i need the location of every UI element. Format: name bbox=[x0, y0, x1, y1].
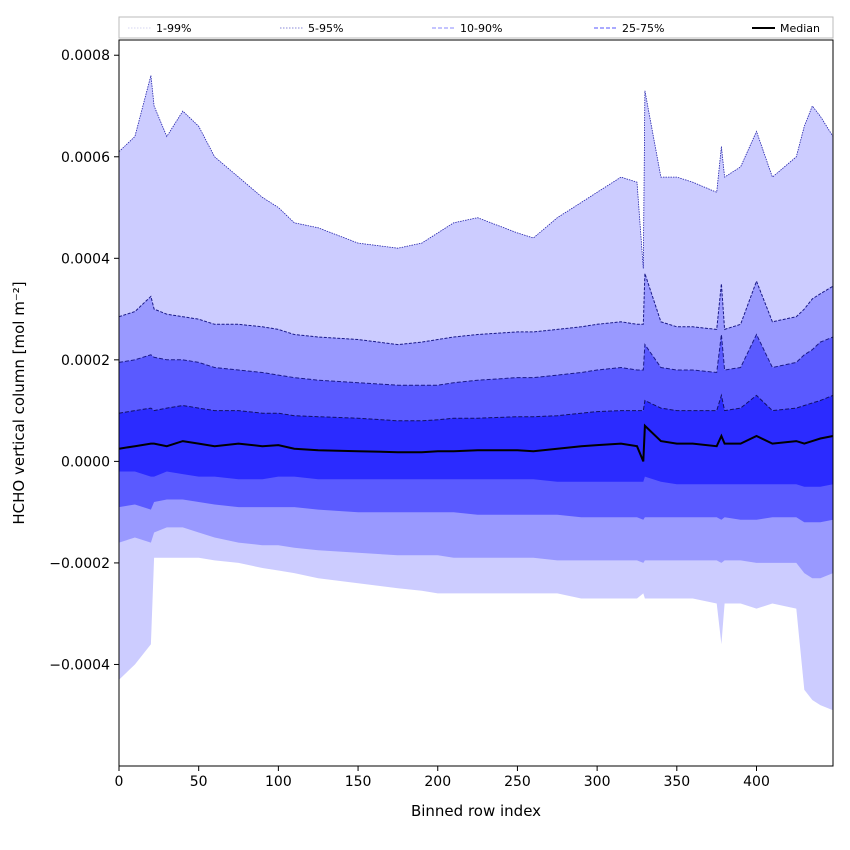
y-tick-label: 0.0008 bbox=[61, 48, 110, 64]
line-10-90 bbox=[118, 333, 834, 386]
y-tick-label: 0.0006 bbox=[61, 150, 110, 166]
legend-label-4: Median bbox=[780, 22, 820, 35]
legend-label-2: 10-90% bbox=[460, 22, 502, 35]
x-tick-label: 50 bbox=[190, 774, 208, 790]
y-tick-label: 0.0004 bbox=[61, 251, 110, 267]
legend: 1-99% 5-95% 10-90% 25-75% Median bbox=[118, 16, 834, 39]
percentile-lines bbox=[118, 75, 834, 462]
line-5-95 bbox=[118, 273, 834, 346]
x-tick-label: 400 bbox=[743, 774, 770, 790]
y-tick-label: 0.0002 bbox=[61, 353, 110, 369]
y-axis-ticks: −0.0004 −0.0002 0.0000 0.0002 0.0004 0.0006 0.… bbox=[49, 48, 119, 673]
percentile-bands bbox=[119, 75, 833, 711]
legend-label-1: 5-95% bbox=[308, 22, 343, 35]
y-axis-label: HCHO vertical column [mol m⁻²] bbox=[10, 281, 28, 524]
y-tick-label: 0.0000 bbox=[61, 454, 110, 470]
x-tick-label: 300 bbox=[584, 774, 611, 790]
band-25-75 bbox=[119, 395, 833, 487]
y-tick-label: −0.0002 bbox=[49, 556, 110, 572]
legend-label-3: 25-75% bbox=[622, 22, 664, 35]
legend-label-0: 1-99% bbox=[156, 22, 191, 35]
x-axis-label: Binned row index bbox=[411, 802, 541, 820]
plot-frame bbox=[118, 39, 834, 767]
y-tick-label: −0.0004 bbox=[49, 657, 110, 673]
x-tick-label: 150 bbox=[345, 774, 372, 790]
x-tick-label: 250 bbox=[504, 774, 531, 790]
x-tick-label: 200 bbox=[424, 774, 451, 790]
line-1-99 bbox=[118, 75, 834, 269]
x-tick-label: 0 bbox=[115, 774, 124, 790]
line-25-75 bbox=[118, 393, 834, 422]
x-tick-label: 350 bbox=[663, 774, 690, 790]
line-median bbox=[118, 423, 834, 462]
legend-frame bbox=[118, 16, 834, 39]
x-axis-ticks: 0 50 100 150 200 250 300 350 400 bbox=[115, 766, 770, 790]
x-tick-label: 100 bbox=[265, 774, 292, 790]
